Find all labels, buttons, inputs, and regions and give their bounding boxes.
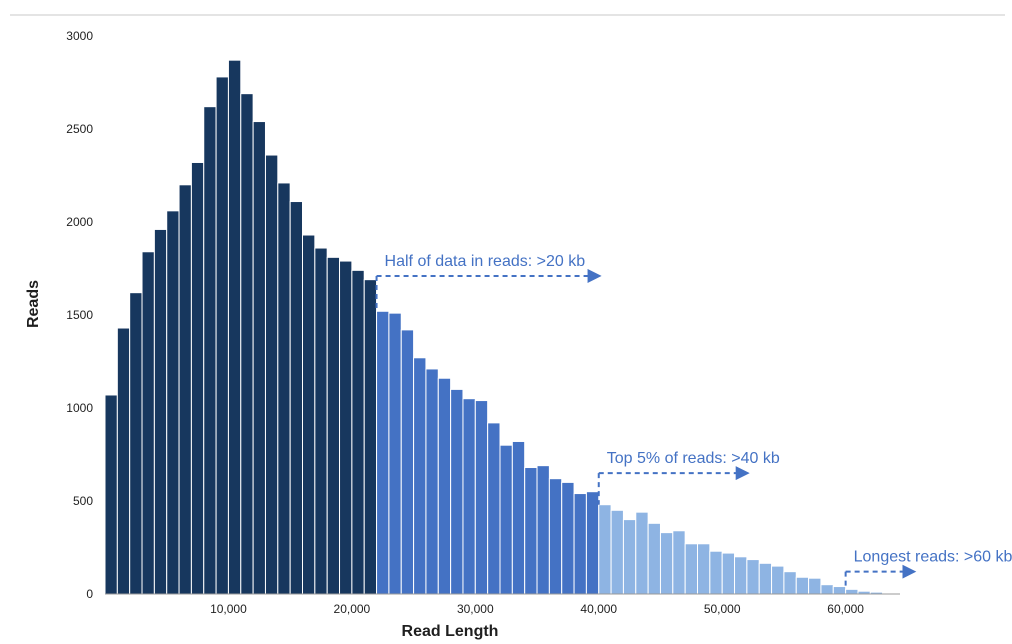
- histogram-bar: [734, 556, 748, 595]
- histogram-bar: [141, 251, 155, 595]
- histogram-bar: [153, 228, 168, 595]
- y-tick-label: 500: [73, 494, 93, 508]
- histogram-bar: [499, 444, 513, 595]
- histogram-bar: [203, 106, 217, 595]
- y-tick-label: 2000: [66, 215, 93, 229]
- histogram-bar: [721, 552, 736, 595]
- histogram-bar: [413, 357, 427, 595]
- histogram-bar: [227, 59, 242, 595]
- x-tick-label: 60,000: [827, 602, 864, 616]
- histogram-bar: [289, 201, 304, 595]
- y-tick-label: 3000: [66, 29, 93, 43]
- histogram-bar: [598, 504, 612, 595]
- histogram-bar: [277, 182, 291, 595]
- x-axis-title: Read Length: [402, 623, 499, 640]
- histogram-bar: [363, 279, 378, 595]
- histogram-bar: [462, 398, 476, 595]
- histogram-bar: [264, 154, 279, 595]
- histogram-bar: [697, 543, 711, 595]
- histogram-bar: [771, 565, 785, 595]
- y-ticks-layer: 0 500 1000 1500 2000 2500 3000: [66, 29, 93, 601]
- histogram-bar: [573, 493, 587, 595]
- histogram-bar: [536, 465, 550, 595]
- histogram-bar: [795, 576, 810, 595]
- histogram-bar: [622, 519, 637, 595]
- histogram-bar: [129, 292, 143, 595]
- histogram-bar: [524, 467, 538, 595]
- annotation-3: Longest reads: >60 kb: [844, 549, 1012, 590]
- y-tick-label: 1500: [66, 308, 93, 322]
- histogram-bar: [610, 509, 624, 595]
- histogram-bar: [252, 121, 266, 595]
- x-tick-label: 20,000: [334, 602, 371, 616]
- histogram-bar: [820, 584, 834, 595]
- histogram-bar: [437, 377, 452, 595]
- annotation-label: Half of data in reads: >20 kb: [385, 253, 586, 270]
- annotation-1: Half of data in reads: >20 kb: [375, 253, 602, 312]
- x-tick-label: 30,000: [457, 602, 494, 616]
- y-tick-label: 0: [86, 587, 93, 601]
- histogram-bar: [400, 329, 415, 595]
- histogram-bar: [450, 388, 464, 595]
- bars-layer: [104, 59, 896, 595]
- histogram-bar: [339, 260, 353, 595]
- histogram-bar: [561, 481, 575, 595]
- histogram-bar: [808, 577, 822, 595]
- histogram-bar: [585, 491, 600, 595]
- histogram-bar: [659, 532, 674, 595]
- x-tick-label: 50,000: [704, 602, 741, 616]
- annotation-label: Top 5% of reads: >40 kb: [607, 450, 780, 467]
- histogram-bar: [326, 256, 341, 595]
- x-tick-label: 10,000: [210, 602, 247, 616]
- y-axis-title: Reads: [25, 280, 42, 328]
- annotation-label: Longest reads: >60 kb: [854, 549, 1012, 566]
- histogram-bar: [635, 511, 649, 595]
- histogram-bar: [684, 543, 698, 595]
- histogram-bar: [511, 440, 526, 595]
- x-tick-label: 40,000: [580, 602, 617, 616]
- histogram-bar: [104, 394, 118, 595]
- histogram-bar: [166, 210, 180, 595]
- y-tick-label: 2500: [66, 122, 93, 136]
- y-tick-label: 1000: [66, 401, 93, 415]
- histogram-bar: [314, 247, 328, 595]
- histogram-bar: [190, 161, 205, 595]
- histogram-bar: [116, 327, 131, 595]
- histogram-bar: [388, 312, 402, 595]
- annotation-2: Top 5% of reads: >40 kb: [597, 450, 780, 505]
- histogram-bar: [425, 368, 439, 595]
- histogram-bar: [832, 586, 847, 595]
- histogram-bar: [487, 422, 501, 595]
- histogram-bar: [376, 310, 390, 595]
- histogram-bar: [215, 76, 229, 595]
- x-ticks-layer: 10,000 20,000 30,000 40,000 50,000 60,000: [210, 602, 864, 616]
- histogram-bar: [351, 269, 365, 595]
- annotations-layer: Half of data in reads: >20 kb Top 5% of r…: [375, 253, 1012, 590]
- histogram-bar: [302, 234, 316, 595]
- histogram-bar: [746, 559, 760, 595]
- histogram-bar: [709, 550, 723, 595]
- histogram-bar: [647, 522, 661, 595]
- histogram-bar: [758, 562, 773, 595]
- histogram-bar: [178, 184, 192, 595]
- histogram-bar: [474, 400, 489, 595]
- histogram-bar: [845, 588, 859, 595]
- histogram-bar: [672, 530, 686, 595]
- histogram-bar: [783, 571, 797, 595]
- histogram-bar: [240, 93, 254, 595]
- histogram-bar: [548, 478, 563, 595]
